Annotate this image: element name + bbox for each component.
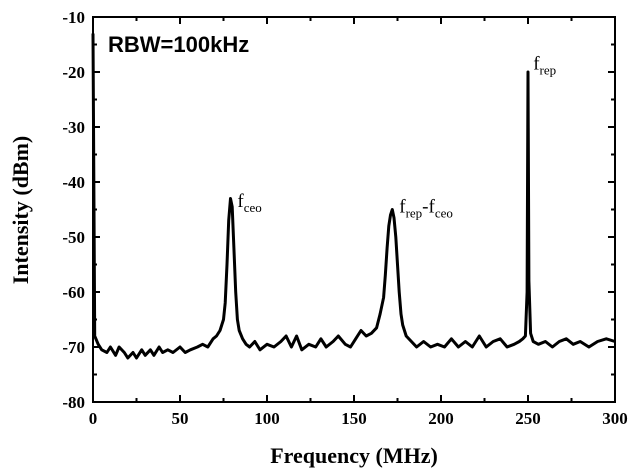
peak-label-subscript: rep <box>540 62 557 77</box>
y-tick-label: -10 <box>62 8 85 27</box>
x-tick-label: 100 <box>254 409 280 428</box>
peak-label-subscript: ceo <box>435 205 453 220</box>
x-tick-label: 200 <box>428 409 454 428</box>
y-tick-label: -70 <box>62 338 85 357</box>
x-tick-label: 150 <box>341 409 367 428</box>
x-tick-label: 0 <box>89 409 98 428</box>
x-tick-label: 250 <box>515 409 541 428</box>
y-tick-label: -30 <box>62 118 85 137</box>
peak-label-subscript: ceo <box>244 200 262 215</box>
peak-label: fceo <box>237 191 261 215</box>
tick-labels: 0 50 100 150 200 250 300 -10 -20 -30 -40 -50 -60 -70 -… <box>62 8 627 428</box>
x-tick-label: 50 <box>172 409 189 428</box>
x-axis-title: Frequency (MHz) <box>270 443 438 468</box>
rbw-annotation: RBW=100kHz <box>108 32 249 57</box>
spectrum-trace <box>91 33 616 360</box>
x-tick-label: 300 <box>602 409 628 428</box>
peak-label-text: -f <box>422 196 435 217</box>
peak-label: frep <box>533 53 556 77</box>
y-tick-label: -40 <box>62 173 85 192</box>
y-axis-title: Intensity (dBm) <box>8 136 33 285</box>
peak-label-text: f <box>237 191 244 212</box>
y-tick-label: -80 <box>62 393 85 412</box>
y-tick-label: -60 <box>62 283 85 302</box>
peak-label: frep-fceo <box>399 196 453 220</box>
y-tick-label: -50 <box>62 228 85 247</box>
y-tick-label: -20 <box>62 63 85 82</box>
peak-label-text: f <box>399 196 406 217</box>
peak-label-text: f <box>533 53 540 74</box>
peak-label-subscript: rep <box>406 205 423 220</box>
